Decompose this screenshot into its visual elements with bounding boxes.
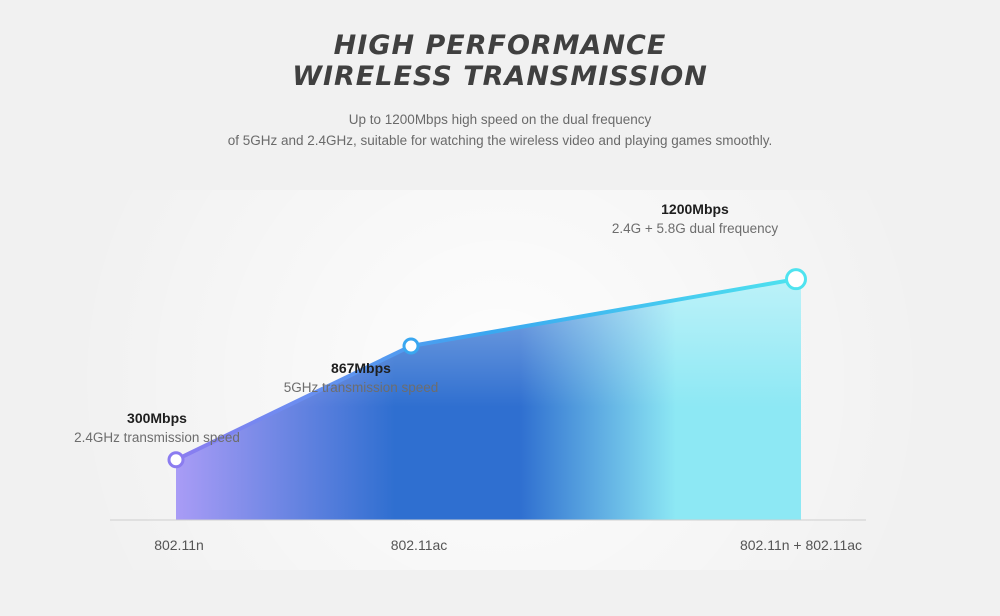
data-label: 867Mbps 5GHz transmission speed	[241, 358, 481, 398]
data-label-description: 5GHz transmission speed	[283, 380, 439, 395]
title-line-1: HIGH PERFORMANCE	[333, 30, 667, 61]
page-subtitle: Up to 1200Mbps high speed on the dual fr…	[0, 109, 1000, 151]
data-label-description: 2.4G + 5.8G dual frequency	[611, 221, 779, 236]
x-tick-label: 802.11n	[154, 537, 204, 553]
data-label-value: 867Mbps	[331, 360, 391, 376]
page-title: HIGH PERFORMANCE WIRELESS TRANSMISSION	[0, 30, 1000, 92]
data-label-description: 2.4GHz transmission speed	[74, 430, 240, 445]
data-point-marker	[167, 451, 185, 469]
x-tick-label: 802.11n + 802.11ac	[740, 537, 862, 553]
data-label: 300Mbps 2.4GHz transmission speed	[37, 408, 277, 448]
title-line-2: WIRELESS TRANSMISSION	[292, 61, 708, 92]
data-label: 1200Mbps 2.4G + 5.8G dual frequency	[575, 199, 815, 239]
data-point-marker	[402, 337, 420, 355]
subtitle-line-2: of 5GHz and 2.4GHz, suitable for watchin…	[227, 133, 773, 148]
subtitle-line-1: Up to 1200Mbps high speed on the dual fr…	[348, 112, 652, 127]
data-point-marker	[785, 268, 807, 291]
data-label-value: 300Mbps	[127, 410, 187, 426]
x-tick-label: 802.11ac	[391, 537, 448, 553]
area-highlight	[176, 279, 801, 520]
data-label-value: 1200Mbps	[661, 201, 729, 217]
